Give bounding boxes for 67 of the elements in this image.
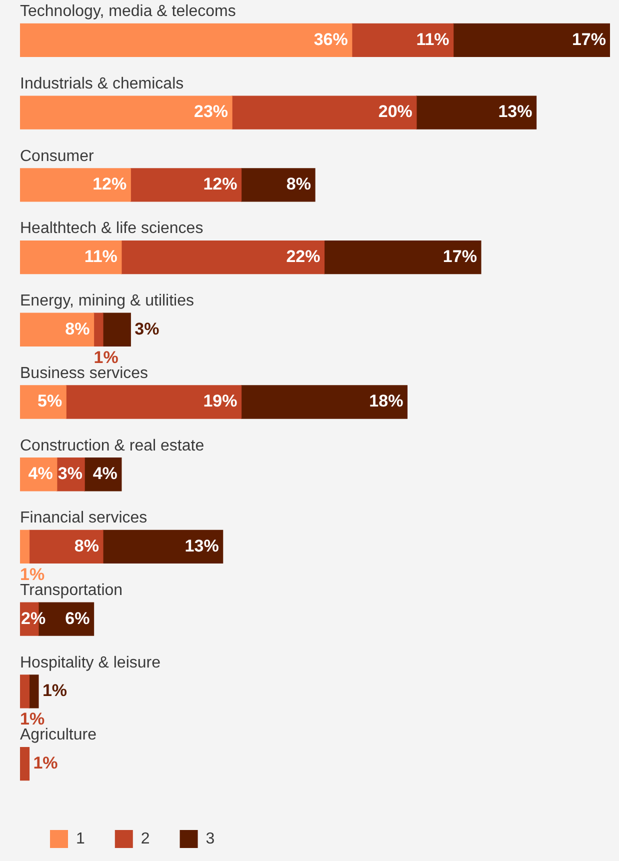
data-label: 8% bbox=[286, 174, 311, 194]
data-label: 11% bbox=[84, 246, 118, 266]
legend-label: 1 bbox=[76, 830, 85, 848]
bar bbox=[20, 674, 30, 708]
bar bbox=[240, 168, 316, 202]
bar bbox=[121, 240, 325, 274]
bar bbox=[324, 240, 482, 274]
data-label: 2% bbox=[21, 608, 46, 628]
bar bbox=[20, 746, 30, 781]
y-tick-label: Hospitality & leisure bbox=[20, 654, 161, 672]
bar bbox=[352, 23, 454, 58]
data-label: 12% bbox=[92, 174, 127, 194]
bar bbox=[66, 385, 242, 419]
data-label: 4% bbox=[92, 464, 118, 484]
data-label: 1% bbox=[94, 348, 118, 367]
bar bbox=[93, 312, 104, 346]
data-label: 1% bbox=[20, 564, 45, 584]
data-label: 20% bbox=[378, 102, 412, 122]
y-tick-label: Transportation bbox=[20, 582, 123, 599]
data-label: 4% bbox=[28, 464, 53, 484]
bar bbox=[20, 23, 352, 58]
bar bbox=[102, 530, 224, 564]
y-tick-label: Energy, mining & utilities bbox=[20, 292, 194, 310]
bar bbox=[20, 530, 30, 564]
data-label: 13% bbox=[184, 536, 219, 556]
y-tick-label: Financial services bbox=[20, 510, 148, 527]
bar bbox=[28, 530, 104, 564]
bar bbox=[232, 96, 417, 130]
bar bbox=[130, 168, 242, 202]
y-tick-label: Agriculture bbox=[20, 726, 97, 744]
bar bbox=[20, 168, 131, 202]
data-label: 1% bbox=[20, 710, 45, 729]
data-label: 11% bbox=[416, 30, 450, 49]
data-label: 36% bbox=[314, 30, 348, 49]
y-tick-label: Business services bbox=[20, 364, 148, 382]
data-label: 23% bbox=[194, 102, 228, 122]
data-label: 1% bbox=[33, 754, 58, 773]
data-label: 12% bbox=[203, 174, 238, 194]
data-label: 3% bbox=[134, 319, 160, 338]
legend-label: 3 bbox=[206, 830, 215, 848]
y-tick-label: Healthtech & life sciences bbox=[20, 220, 204, 238]
y-tick-label: Industrials & chemicals bbox=[20, 75, 184, 92]
data-label: 17% bbox=[442, 246, 477, 266]
bar bbox=[452, 23, 610, 58]
data-label: 5% bbox=[38, 392, 62, 411]
data-label: 17% bbox=[572, 30, 606, 49]
data-label: 19% bbox=[203, 392, 238, 411]
bar bbox=[20, 240, 122, 274]
data-label: 8% bbox=[65, 319, 90, 338]
bar bbox=[240, 385, 408, 419]
data-label: 8% bbox=[74, 536, 99, 556]
legend-label: 2 bbox=[140, 830, 150, 848]
data-label: 22% bbox=[286, 246, 320, 266]
bar bbox=[28, 674, 39, 708]
y-tick-label: Consumer bbox=[20, 148, 94, 165]
bar bbox=[416, 96, 537, 130]
bar bbox=[102, 312, 131, 346]
data-label: 18% bbox=[369, 392, 404, 411]
bar bbox=[20, 312, 94, 346]
bar bbox=[20, 385, 66, 419]
y-tick-label: Technology, media & telecoms bbox=[20, 3, 236, 20]
data-label: 13% bbox=[498, 102, 532, 122]
y-tick-label: Construction & real estate bbox=[20, 437, 204, 454]
bar bbox=[20, 96, 232, 130]
data-label: 6% bbox=[65, 608, 90, 628]
data-label: 3% bbox=[58, 464, 82, 484]
data-label: 1% bbox=[42, 681, 68, 700]
